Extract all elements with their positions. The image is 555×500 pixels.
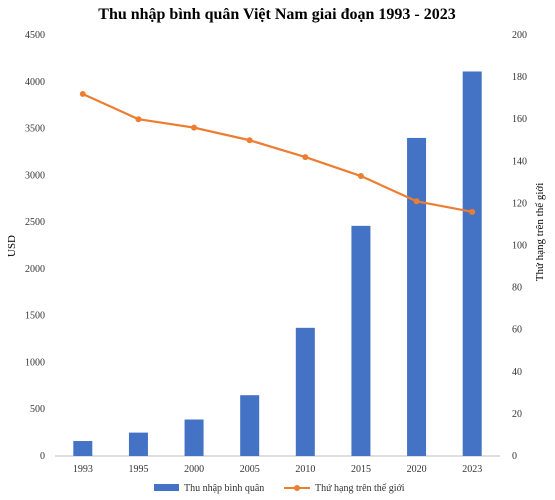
y-right-tick-label: 200 — [512, 30, 527, 41]
y-left-tick-label: 2000 — [25, 264, 45, 275]
y-left-tick-label: 3500 — [25, 124, 45, 135]
y-right-tick-label: 40 — [512, 367, 522, 378]
y-axis-left-ticks: 0 500 1000 1500 2000 2500 3000 3500 4000 4500 — [25, 30, 45, 462]
y-right-tick-label: 20 — [512, 409, 522, 420]
line-point — [357, 173, 364, 180]
y-right-tick-label: 80 — [512, 283, 522, 294]
series-line — [82, 92, 473, 213]
line-point — [135, 116, 142, 123]
y-right-tick-label: 100 — [512, 241, 527, 252]
y-left-tick-label: 2500 — [25, 217, 45, 228]
legend-label: Thứ hạng trên thế giới — [315, 483, 405, 494]
y-axis-left-label: USD — [6, 235, 18, 257]
line-point — [469, 208, 476, 215]
bar — [462, 71, 482, 456]
x-axis-ticks: 1993 1995 2000 2005 2010 2015 2020 2023 — [73, 464, 482, 475]
x-tick-label: 1993 — [73, 464, 93, 475]
y-right-tick-label: 0 — [512, 451, 517, 462]
y-left-tick-label: 4000 — [25, 77, 45, 88]
x-tick-label: 2020 — [407, 464, 427, 475]
bar — [240, 395, 260, 456]
bar — [73, 441, 93, 456]
x-tick-label: 2010 — [295, 464, 315, 475]
y-right-tick-label: 60 — [512, 325, 522, 336]
y-left-tick-label: 3000 — [25, 170, 45, 181]
x-tick-label: 1995 — [128, 464, 148, 475]
line-point — [191, 124, 198, 131]
y-right-tick-label: 140 — [512, 156, 527, 167]
bar — [128, 432, 148, 456]
x-tick-label: 2023 — [462, 464, 482, 475]
y-right-tick-label: 120 — [512, 198, 527, 209]
y-left-tick-label: 0 — [40, 451, 45, 462]
bar — [184, 419, 204, 456]
bar — [407, 137, 427, 456]
bar-series — [73, 71, 482, 456]
legend-bar-swatch — [154, 484, 179, 491]
y-left-tick-label: 1500 — [25, 311, 45, 322]
line-point — [79, 90, 86, 97]
line-point — [246, 137, 253, 144]
line-series — [79, 90, 476, 215]
bar — [295, 327, 315, 456]
bar — [351, 225, 371, 456]
y-axis-right-ticks: 0 20 40 60 80 100 120 140 160 180 200 — [512, 30, 527, 462]
legend-line-marker — [294, 485, 300, 491]
y-left-tick-label: 4500 — [25, 30, 45, 41]
y-left-tick-label: 500 — [30, 404, 45, 415]
x-tick-label: 2015 — [351, 464, 371, 475]
x-tick-label: 2005 — [240, 464, 260, 475]
line-point — [302, 154, 309, 161]
chart-title: Thu nhập bình quân Việt Nam giai đoạn 19… — [98, 6, 455, 23]
legend-label: Thu nhập bình quân — [184, 483, 264, 494]
y-axis-right-label: Thứ hạng trên thế giới — [534, 183, 546, 282]
legend: Thu nhập bình quân Thứ hạng trên thế giới — [154, 483, 405, 494]
y-right-tick-label: 160 — [512, 114, 527, 125]
x-tick-label: 2000 — [184, 464, 204, 475]
y-left-tick-label: 1000 — [25, 357, 45, 368]
line-point — [413, 198, 420, 205]
y-right-tick-label: 180 — [512, 72, 527, 83]
